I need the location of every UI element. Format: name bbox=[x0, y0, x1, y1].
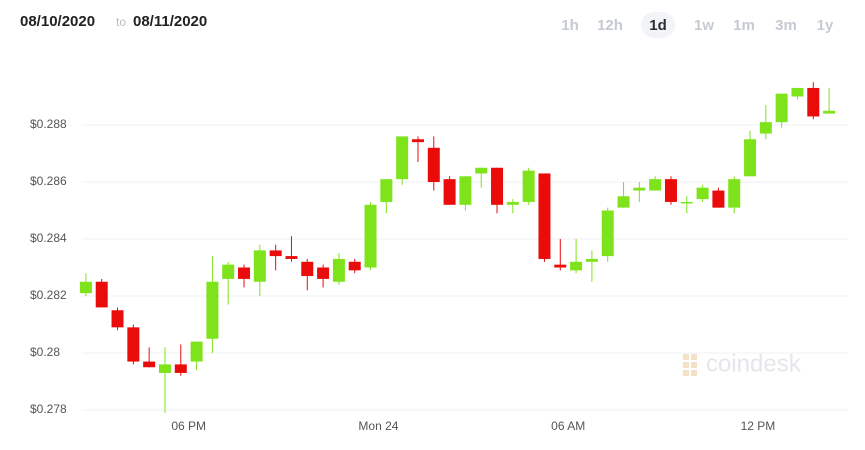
candle-body bbox=[396, 136, 409, 180]
range-button[interactable]: 3m bbox=[775, 17, 797, 34]
date-separator: to bbox=[116, 15, 126, 29]
candle-body bbox=[633, 187, 646, 191]
candle-body bbox=[759, 122, 772, 134]
candle-body bbox=[617, 196, 630, 208]
candle-body bbox=[601, 210, 614, 257]
y-tick-label: $0.278 bbox=[30, 402, 67, 416]
candle-body bbox=[823, 110, 836, 114]
candle-body bbox=[506, 201, 519, 205]
candle-body bbox=[712, 190, 725, 208]
candle-body bbox=[411, 139, 424, 143]
candle-body bbox=[143, 361, 156, 368]
candle-body bbox=[127, 327, 140, 362]
candle-body bbox=[791, 87, 804, 97]
candle-body bbox=[680, 201, 693, 204]
candle-body bbox=[538, 173, 551, 259]
candle-body bbox=[380, 179, 393, 202]
candle-body bbox=[301, 261, 314, 277]
candle-body bbox=[554, 264, 567, 268]
range-selected-bg bbox=[641, 12, 675, 38]
candle-body bbox=[570, 261, 583, 271]
candle-body bbox=[285, 256, 298, 259]
y-tick-label: $0.286 bbox=[30, 174, 67, 188]
range-button[interactable]: 1h bbox=[561, 17, 579, 34]
candle-body bbox=[364, 204, 377, 268]
watermark-logo bbox=[683, 354, 697, 376]
x-tick-label: 06 PM bbox=[171, 419, 206, 433]
y-tick-label: $0.282 bbox=[30, 288, 67, 302]
candle-body bbox=[348, 261, 361, 271]
candle-body bbox=[253, 250, 266, 282]
candle-body bbox=[664, 179, 677, 202]
candle-body bbox=[317, 267, 330, 279]
candle-body bbox=[95, 281, 108, 308]
candle-body bbox=[443, 179, 456, 205]
date-to: 08/11/2020 bbox=[133, 13, 207, 30]
candle-body bbox=[522, 170, 535, 202]
y-tick-label: $0.28 bbox=[30, 345, 60, 359]
candle-body bbox=[728, 179, 741, 208]
x-tick-label: 06 AM bbox=[551, 419, 585, 433]
range-button[interactable]: 1m bbox=[733, 17, 755, 34]
candle-body bbox=[190, 341, 203, 362]
candle-body bbox=[585, 258, 598, 262]
candle-body bbox=[158, 364, 171, 373]
candle-body bbox=[206, 281, 219, 339]
watermark: coindesk bbox=[706, 350, 802, 377]
y-tick-label: $0.288 bbox=[30, 117, 67, 131]
range-button[interactable]: 1y bbox=[817, 17, 834, 34]
candle-body bbox=[649, 179, 662, 191]
x-tick-label: 12 PM bbox=[741, 419, 776, 433]
candle-body bbox=[775, 93, 788, 123]
candle-body bbox=[111, 310, 124, 328]
range-button[interactable]: 1d bbox=[649, 17, 667, 34]
candle-body bbox=[332, 258, 345, 282]
candle-body bbox=[475, 167, 488, 174]
candle-body bbox=[427, 147, 440, 182]
y-tick-label: $0.284 bbox=[30, 231, 67, 245]
candle-body bbox=[222, 264, 235, 279]
candle-body bbox=[174, 364, 187, 373]
candle-body bbox=[807, 87, 820, 117]
date-from: 08/10/2020 bbox=[20, 13, 95, 30]
candle-body bbox=[491, 167, 504, 205]
range-button[interactable]: 12h bbox=[597, 17, 623, 34]
candle-body bbox=[269, 250, 282, 257]
range-button[interactable]: 1w bbox=[694, 17, 714, 34]
x-tick-label: Mon 24 bbox=[358, 419, 398, 433]
candle-body bbox=[79, 281, 92, 294]
candle-body bbox=[744, 139, 757, 177]
candle-body bbox=[238, 267, 251, 279]
candle-body bbox=[696, 187, 709, 200]
candle-body bbox=[459, 176, 472, 205]
